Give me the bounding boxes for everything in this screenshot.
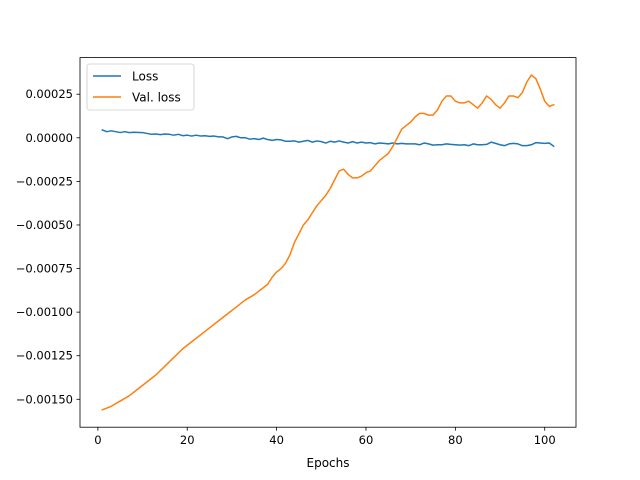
legend-label: Val. loss bbox=[132, 91, 181, 105]
x-tick-label: 80 bbox=[448, 433, 463, 447]
x-tick-label: 60 bbox=[359, 433, 374, 447]
y-tick-label: −0.00125 bbox=[16, 349, 73, 363]
series-line-loss bbox=[101, 128, 555, 148]
plot-frame bbox=[79, 57, 577, 428]
y-tick-label: 0.00000 bbox=[25, 131, 73, 145]
legend-label: Loss bbox=[132, 70, 158, 84]
x-axis: 0 20 40 60 80 100 bbox=[94, 427, 556, 447]
series-layer bbox=[101, 74, 555, 411]
series-line-val-loss bbox=[101, 74, 555, 411]
y-tick-label: −0.00050 bbox=[16, 218, 73, 232]
y-tick-label: −0.00150 bbox=[16, 392, 73, 406]
y-tick-label: −0.00075 bbox=[16, 262, 73, 276]
x-axis-label: Epochs bbox=[307, 456, 350, 470]
x-tick-label: 0 bbox=[94, 433, 101, 447]
x-tick-label: 20 bbox=[180, 433, 195, 447]
x-tick-label: 40 bbox=[269, 433, 284, 447]
x-tick-label: 100 bbox=[534, 433, 556, 447]
legend: Loss Val. loss bbox=[86, 63, 195, 111]
y-tick-label: −0.00025 bbox=[16, 174, 73, 188]
y-tick-label: −0.00100 bbox=[16, 305, 73, 319]
y-axis: −0.00150 −0.00125 −0.00100 −0.00075 −0.00050… bbox=[16, 87, 80, 406]
y-tick-label: 0.00025 bbox=[25, 87, 73, 101]
